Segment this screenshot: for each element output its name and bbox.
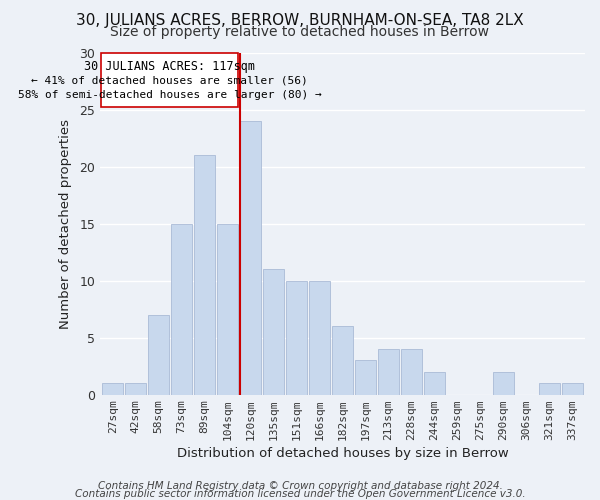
X-axis label: Distribution of detached houses by size in Berrow: Distribution of detached houses by size …	[176, 447, 508, 460]
Bar	[194, 155, 215, 394]
Bar	[263, 269, 284, 394]
Bar	[332, 326, 353, 394]
Text: 30, JULIANS ACRES, BERROW, BURNHAM-ON-SEA, TA8 2LX: 30, JULIANS ACRES, BERROW, BURNHAM-ON-SE…	[76, 12, 524, 28]
Bar	[424, 372, 445, 394]
Bar	[286, 280, 307, 394]
Bar	[148, 315, 169, 394]
Bar	[217, 224, 238, 394]
Bar	[401, 349, 422, 395]
Bar	[378, 349, 399, 395]
FancyBboxPatch shape	[101, 52, 238, 108]
Bar	[102, 384, 124, 394]
Text: 58% of semi-detached houses are larger (80) →: 58% of semi-detached houses are larger (…	[18, 90, 322, 100]
Bar	[240, 121, 261, 394]
Bar	[171, 224, 192, 394]
Text: Contains HM Land Registry data © Crown copyright and database right 2024.: Contains HM Land Registry data © Crown c…	[98, 481, 502, 491]
Bar	[355, 360, 376, 394]
Bar	[539, 384, 560, 394]
Bar	[493, 372, 514, 394]
Y-axis label: Number of detached properties: Number of detached properties	[59, 118, 73, 328]
Bar	[125, 384, 146, 394]
Text: Size of property relative to detached houses in Berrow: Size of property relative to detached ho…	[110, 25, 490, 39]
Text: Contains public sector information licensed under the Open Government Licence v3: Contains public sector information licen…	[74, 489, 526, 499]
Text: 30 JULIANS ACRES: 117sqm: 30 JULIANS ACRES: 117sqm	[84, 60, 255, 73]
Bar	[562, 384, 583, 394]
Bar	[309, 280, 330, 394]
Text: ← 41% of detached houses are smaller (56): ← 41% of detached houses are smaller (56…	[31, 76, 308, 86]
